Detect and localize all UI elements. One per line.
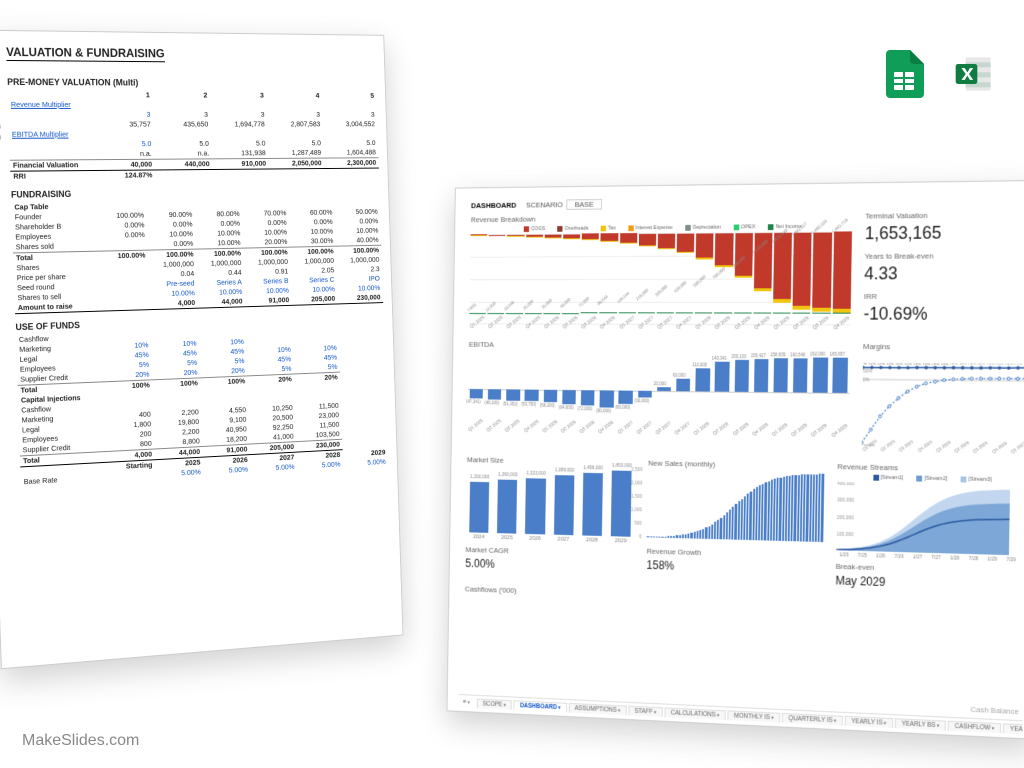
svg-text:74%: 74% (959, 363, 967, 366)
years-be: 4.33 (864, 263, 1024, 284)
premoney-heading: PRE-MONEY VALUATION (Multi) (7, 77, 376, 89)
tab-assumptions[interactable]: ASSUMPTIONS (568, 703, 626, 715)
tab-cashflow[interactable]: CASHFLOW (948, 721, 1001, 733)
app-icons (884, 50, 994, 98)
google-sheets-icon (884, 50, 924, 98)
tab-calculations[interactable]: CALCULATIONS (664, 707, 725, 720)
sheet-title: VALUATION & FUNDRAISING (6, 45, 165, 62)
svg-text:74%: 74% (949, 363, 957, 366)
market-size-title: Market Size (467, 455, 636, 467)
cap-table: Cap TableFounder100.00%90.00%80.00%70.00… (11, 198, 383, 315)
svg-text:72%: 72% (904, 363, 912, 366)
svg-text:74%: 74% (968, 363, 976, 366)
market-size-chart: 1,200,0001,260,0001,323,0001,389,0001,45… (466, 467, 636, 537)
excel-icon (954, 50, 994, 98)
sheet-tabs[interactable]: ≡SCOPEDASHBOARDASSUMPTIONSSTAFFCALCULATI… (458, 694, 1023, 734)
tab-quarterly is[interactable]: QUARTERLY IS (782, 713, 843, 726)
new-sales-chart: 2,5002,0001,5001,0005000 (647, 470, 824, 542)
tab-monthly is[interactable]: MONTHLY IS (727, 710, 780, 722)
svg-text:73%: 73% (940, 363, 948, 366)
dash-label: DASHBOARD (471, 201, 516, 210)
irr: -10.69% (863, 304, 1024, 325)
tab-yearly balance[interactable]: YEARLY BALANCE (1003, 723, 1023, 734)
svg-text:0%: 0% (862, 377, 870, 383)
svg-text:100,000: 100,000 (836, 532, 853, 539)
svg-text:75%: 75% (986, 363, 994, 366)
valuation-sheet: 123456789 VALUATION & FUNDRAISING PRE-MO… (0, 30, 403, 670)
svg-text:72%: 72% (886, 363, 894, 366)
svg-text:77%: 77% (1014, 363, 1023, 366)
svg-text:72%: 72% (895, 363, 903, 366)
rev-streams-chart: 400,000300,000200,000100,0000 (836, 482, 1010, 555)
svg-text:73%: 73% (922, 363, 930, 366)
svg-text:72%: 72% (877, 363, 885, 366)
ebitda-chart: (47,341) (48,100) (51,352) (53,750) (58,… (468, 352, 850, 433)
rev-breakdown-xlabels: Q1 2025Q2 2025Q3 2025Q4 2025Q1 2026Q2 20… (469, 326, 850, 333)
tab-yearly bs[interactable]: YEARLY BS (895, 718, 946, 730)
use-funds-table: CashflowMarketing10%10%10%Legal45%45%45%… (16, 323, 389, 488)
premoney-table: 12345Revenue Multiplier3333335,757435,65… (7, 90, 379, 182)
margins-chart: 72%72%72%72%72%72%73%73%73%73%74%74%74%7… (861, 363, 1024, 449)
tab-staff[interactable]: STAFF (628, 706, 662, 717)
break-even: May 2029 (835, 574, 1019, 594)
cash-balance-label: Cash Balance (970, 705, 1019, 716)
years-be-label: Years to Break-even (864, 251, 1024, 261)
svg-text:74%: 74% (977, 363, 985, 366)
irr-label: IRR (864, 292, 1024, 301)
rev-streams-title: Revenue Streams (837, 462, 1021, 474)
svg-text:72%: 72% (861, 363, 867, 366)
svg-text:72%: 72% (868, 363, 876, 366)
terminal-val: 1,653,165 (865, 222, 1024, 244)
tab-scope[interactable]: SCOPE (477, 699, 513, 710)
rev-growth: 158% (646, 558, 822, 577)
rev-breakdown-title: Revenue Breakdown (471, 212, 852, 224)
new-sales-title: New Sales (monthly) (648, 459, 824, 471)
watermark: MakeSlides.com (22, 732, 139, 750)
svg-text:75%: 75% (995, 363, 1003, 366)
margins-xlabels: Q1 2025Q2 2025Q3 2025Q4 2025Q1 2026Q2 20… (861, 448, 1024, 459)
svg-text:50%: 50% (863, 369, 873, 375)
dashboard-sheet: DASHBOARD SCENARIO BASE Revenue Breakdow… (447, 180, 1024, 740)
terminal-val-label: Terminal Valuation (865, 210, 1024, 220)
margins-title: Margins (863, 343, 1024, 354)
svg-text:300,000: 300,000 (837, 498, 854, 505)
ebitda-title: EBITDA (469, 341, 850, 352)
market-cagr: 5.00% (465, 557, 634, 575)
rev-breakdown-chart: 7,858 12,920 18,546 25,000 (469, 232, 852, 325)
scenario-label: SCENARIO (526, 200, 563, 209)
tab-yearly is[interactable]: YEARLY IS (845, 716, 893, 728)
tab-dashboard[interactable]: DASHBOARD (514, 700, 567, 712)
dashboard-header: DASHBOARD SCENARIO BASE (471, 195, 1024, 210)
row-numbers: 123456789 (0, 45, 2, 144)
svg-text:76%: 76% (1005, 363, 1013, 366)
svg-text:400,000: 400,000 (837, 482, 854, 487)
svg-text:200,000: 200,000 (836, 515, 853, 522)
svg-text:73%: 73% (931, 363, 939, 366)
svg-text:73%: 73% (913, 363, 921, 366)
scenario-select[interactable]: BASE (567, 199, 602, 210)
